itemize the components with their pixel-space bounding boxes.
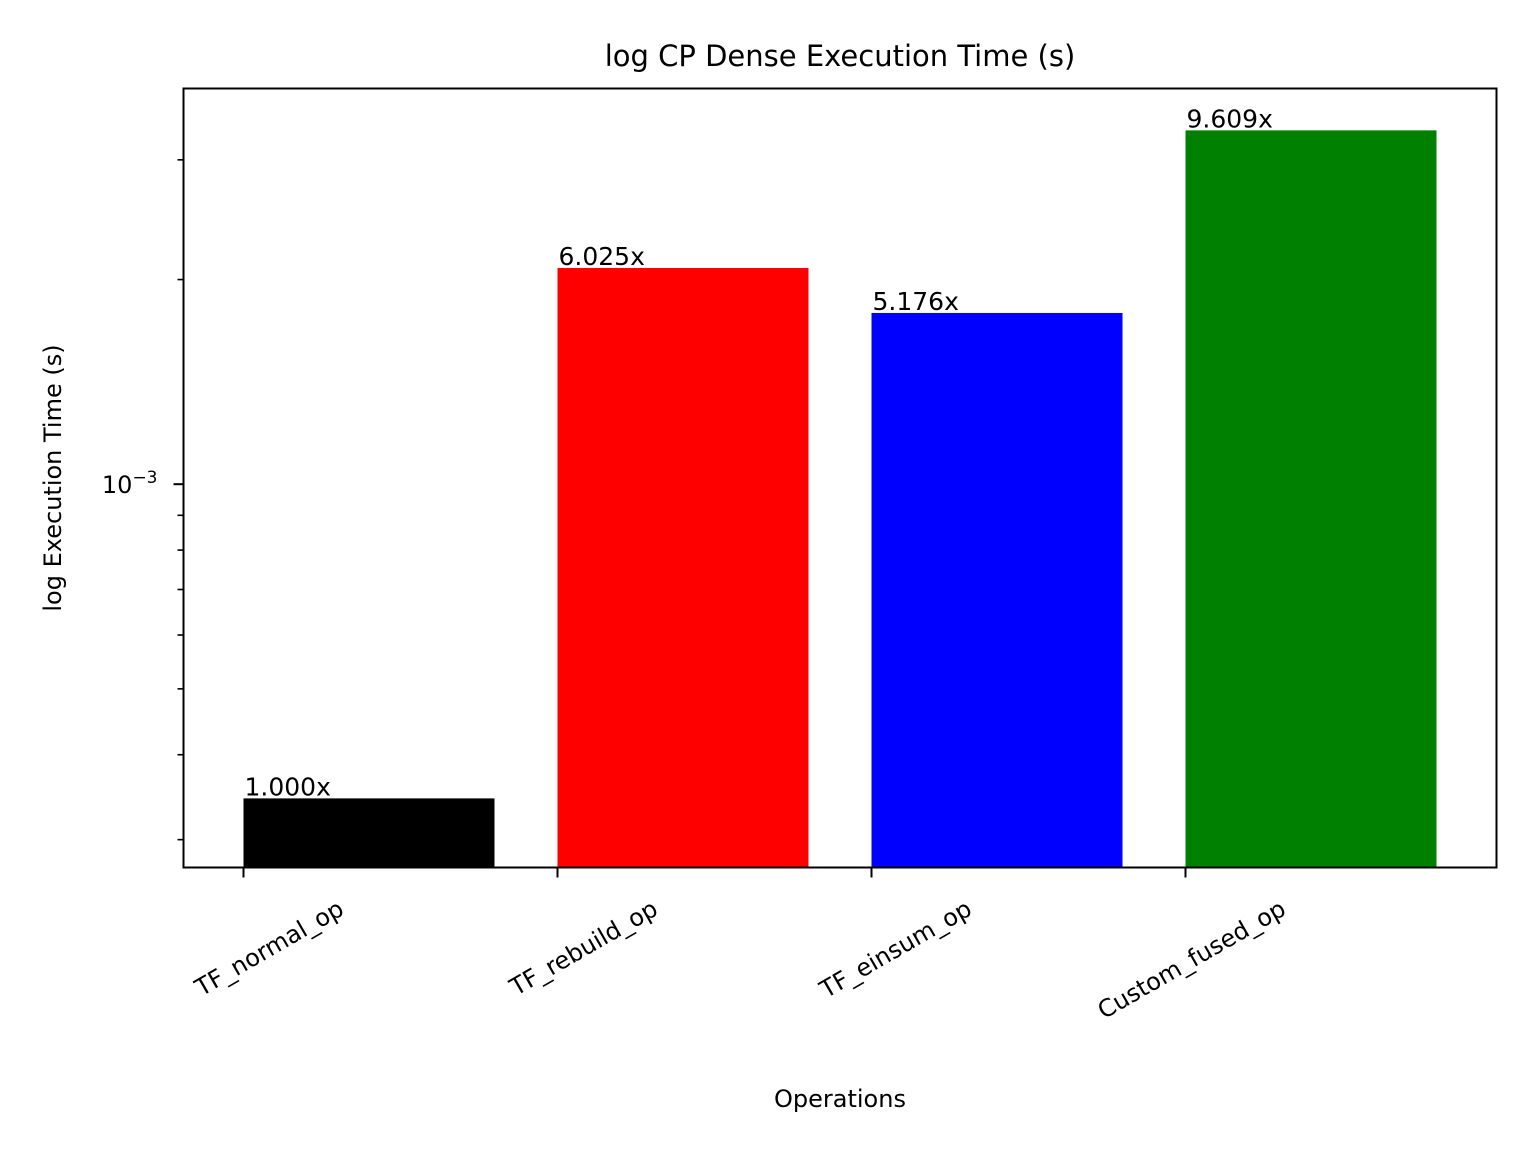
bar-labels-group: 1.000x 6.025x 5.176x 9.609x [245,104,1273,801]
y-axis-ticks: 10−3 [102,159,184,841]
bar [1185,130,1437,868]
bar-value-label: 9.609x [1187,104,1273,133]
bar [557,267,809,868]
x-tick-label: TF_normal_op [189,894,348,1002]
x-axis-ticks: TF_normal_op TF_rebuild_op TF_einsum_op Cus… [189,867,1291,1025]
bar-value-label: 6.025x [559,242,645,271]
x-tick-label: TF_rebuild_op [504,894,662,1002]
plot-frame [182,87,1498,869]
y-axis-label: log Execution Time (s) [39,344,67,611]
x-axis-label: Operations [774,1085,906,1113]
bar [871,312,1123,868]
x-tick-label: TF_einsum_op [814,894,976,1004]
chart-title: log CP Dense Execution Time (s) [605,39,1076,73]
bars-group [243,130,1437,868]
bar-value-label: 5.176x [873,287,959,316]
bar [243,798,495,868]
x-tick-label: Custom_fused_op [1093,894,1291,1024]
y-tick-label: 10−3 [102,468,158,499]
bar-value-label: 1.000x [245,772,331,801]
